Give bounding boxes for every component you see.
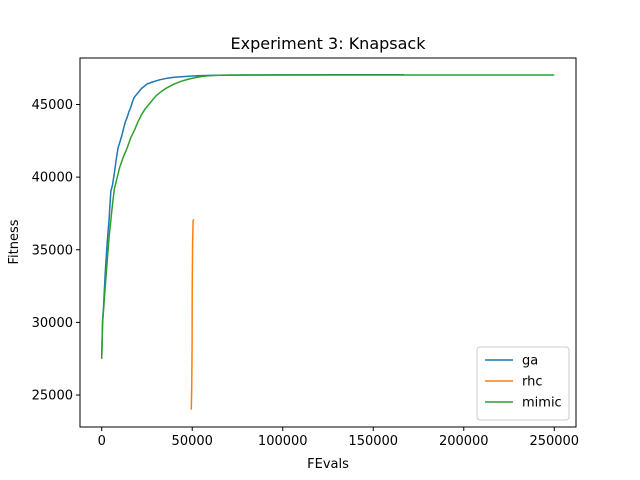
legend-label-ga: ga: [522, 354, 538, 369]
y-tick-label: 45000: [32, 98, 73, 113]
x-tick-label: 250000: [529, 434, 579, 449]
y-tick-label: 30000: [32, 316, 73, 331]
y-axis-label: Fitness: [7, 219, 22, 264]
x-axis-label: FEvals: [307, 457, 349, 472]
y-tick-label: 40000: [32, 171, 73, 186]
x-tick-label: 150000: [348, 434, 398, 449]
series-line-mimic: [100, 74, 555, 359]
x-tick-label: 50000: [172, 434, 213, 449]
chart-title: Experiment 3: Knapsack: [231, 34, 427, 53]
y-axis: 25000 30000 35000 40000 45000: [32, 98, 80, 404]
legend-label-mimic: mimic: [522, 396, 562, 411]
legend-label-rhc: rhc: [522, 375, 543, 390]
plot-frame: [79, 57, 577, 428]
plot-lines: [100, 73, 555, 410]
x-tick-label: 200000: [439, 434, 489, 449]
y-tick-label: 35000: [32, 243, 73, 258]
x-tick-label: 100000: [258, 434, 308, 449]
x-tick-label: 0: [98, 434, 106, 449]
series-line-rhc: [190, 218, 195, 410]
legend: ga rhc mimic: [476, 346, 570, 421]
x-axis: 0 50000 100000 150000 200000 250000: [98, 427, 579, 449]
y-tick-label: 25000: [32, 389, 73, 404]
